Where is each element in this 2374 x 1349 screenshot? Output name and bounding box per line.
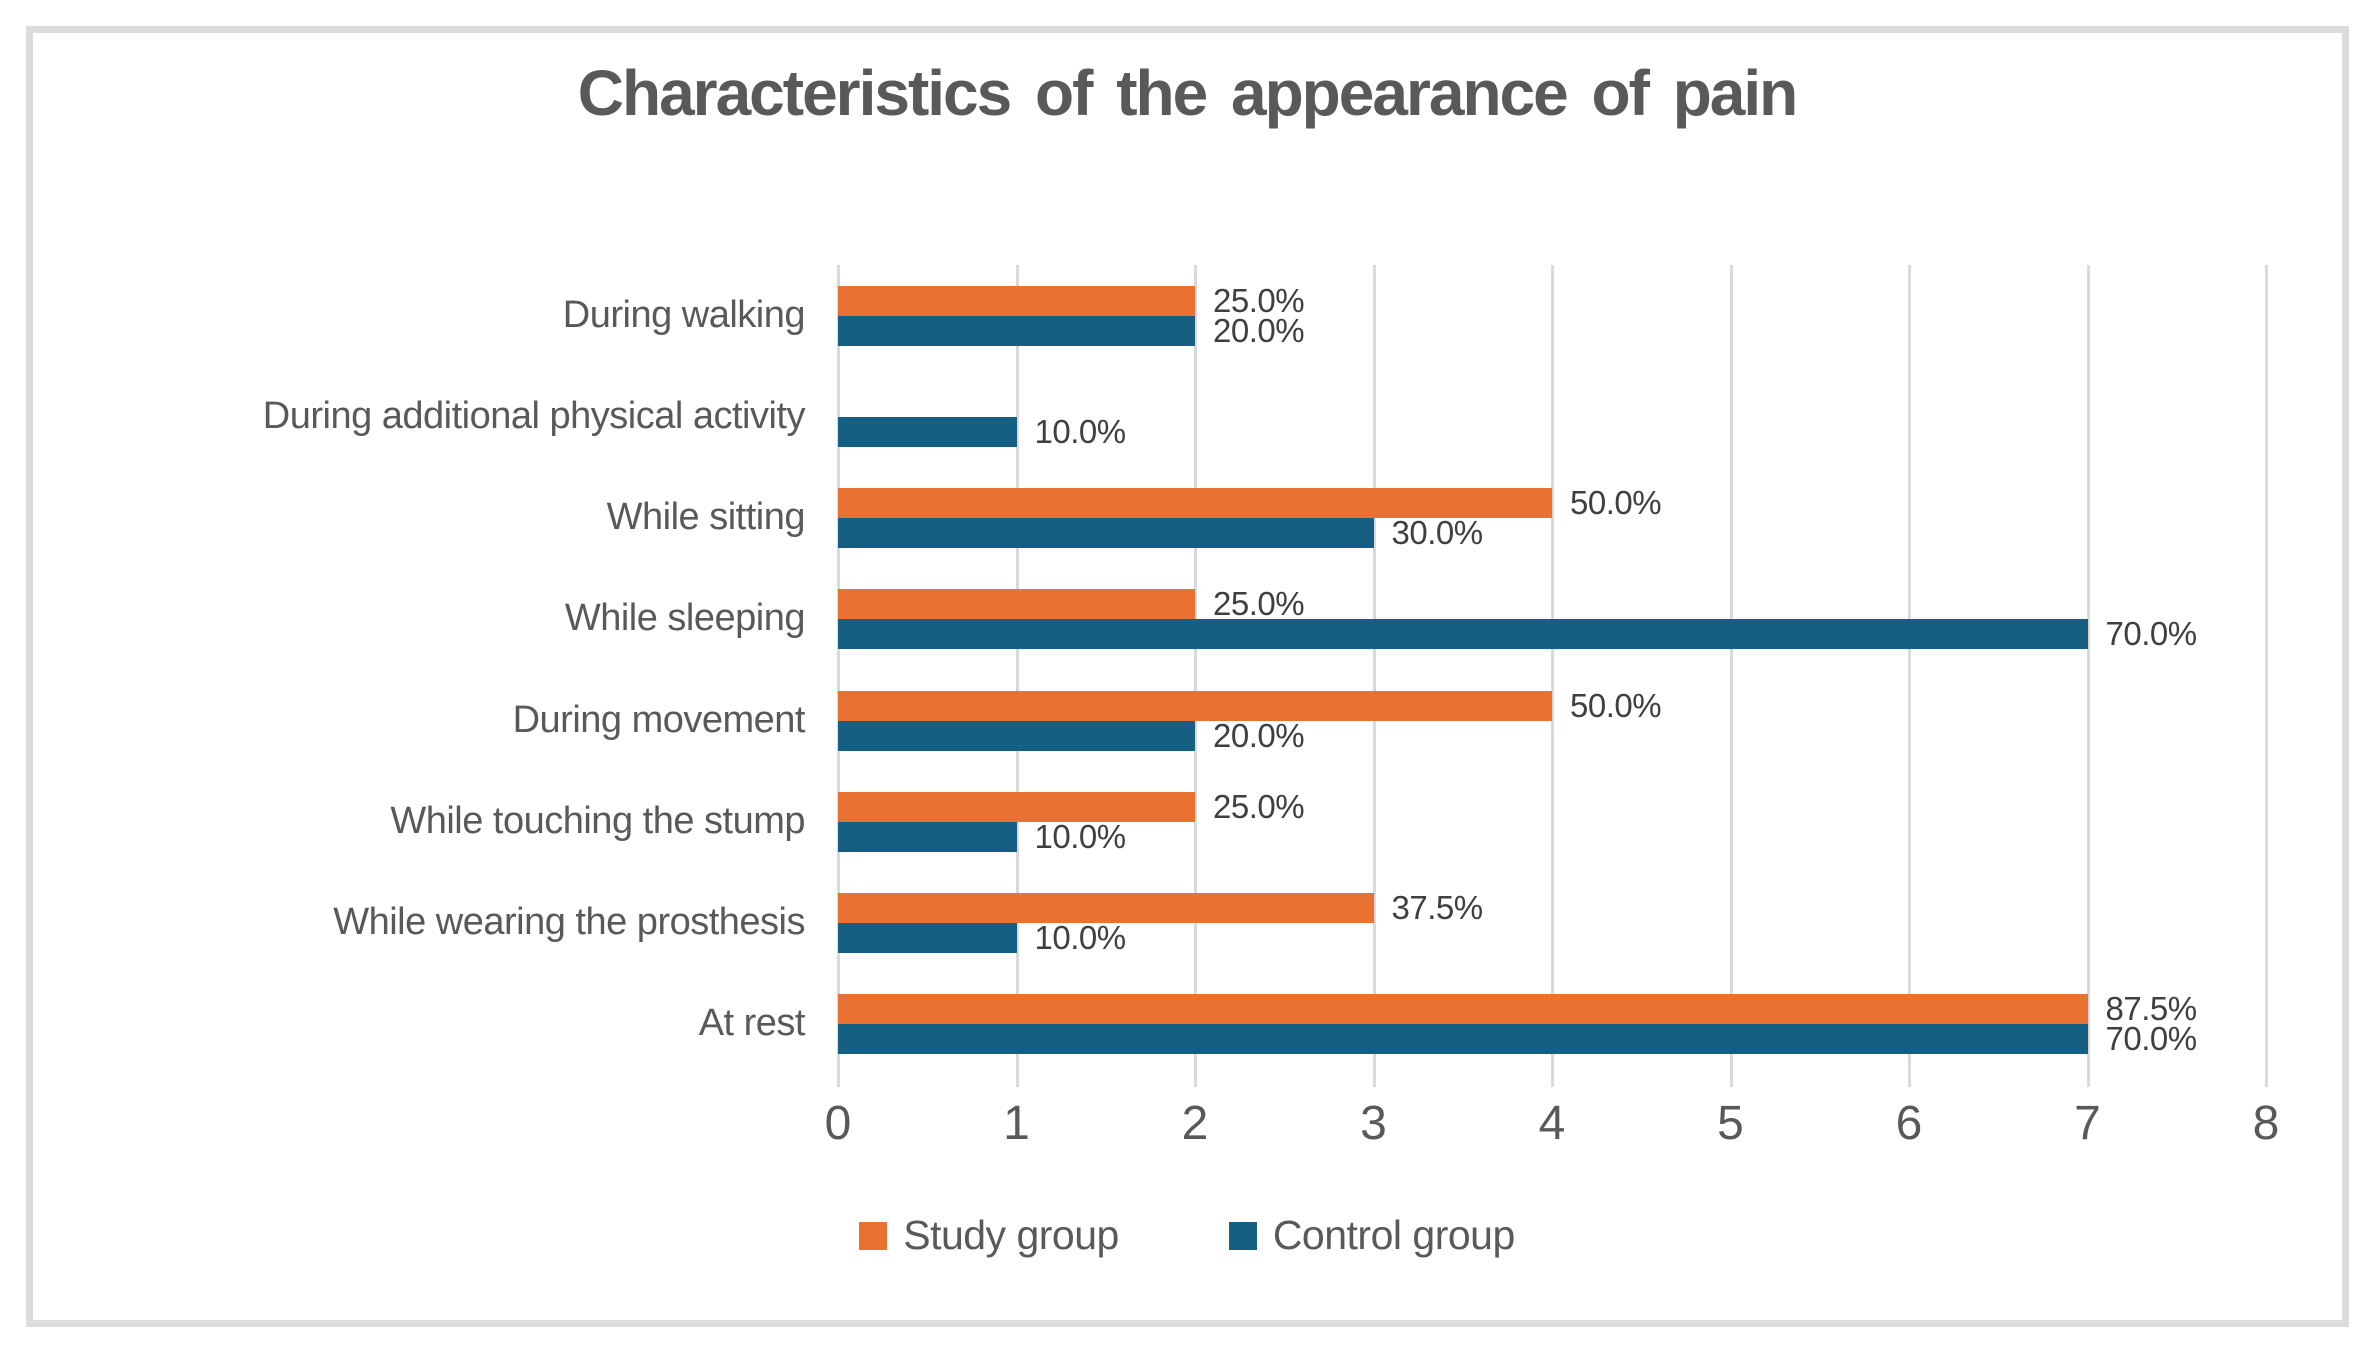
legend-item-study-group: Study group bbox=[859, 1212, 1119, 1259]
bar-control-group bbox=[838, 518, 1374, 549]
x-tick-label-5: 5 bbox=[1717, 1097, 1744, 1150]
data-label-study-group: 50.0% bbox=[1570, 686, 1662, 724]
category-row-while-sitting: 50.0% 30.0% bbox=[838, 468, 2266, 569]
bar-study-group bbox=[838, 994, 2088, 1025]
category-row-while-wearing-the-prosthesis: 37.5% 10.0% bbox=[838, 873, 2266, 974]
bar-study-group bbox=[838, 791, 1195, 822]
bar-control-group bbox=[838, 1024, 2088, 1055]
data-label-control-group: 70.0% bbox=[2105, 615, 2198, 653]
bar-study-group bbox=[838, 690, 1552, 721]
bar-line-control-group: 10.0% bbox=[838, 919, 2266, 957]
category-row-during-walking: 25.0% 20.0% bbox=[838, 265, 2266, 366]
data-label-control-group: 10.0% bbox=[1034, 412, 1127, 450]
bar-line-control-group: 10.0% bbox=[838, 817, 2266, 855]
x-tick-label-7: 7 bbox=[2074, 1097, 2101, 1150]
category-label-while-sleeping: While sleeping bbox=[564, 597, 806, 640]
x-tick-label-2: 2 bbox=[1181, 1097, 1209, 1150]
bar-line-control-group: 10.0% bbox=[838, 412, 2266, 450]
bar-control-group bbox=[838, 416, 1017, 447]
bar-line-study-group: 50.0% bbox=[838, 484, 2266, 522]
bar-line-study-group: 25.0% bbox=[838, 585, 2266, 623]
legend-swatch-study-group bbox=[859, 1221, 888, 1250]
category-row-at-rest: 87.5% 70.0% bbox=[838, 974, 2266, 1075]
legend-item-control-group: Control group bbox=[1228, 1212, 1515, 1259]
bar-study-group bbox=[838, 893, 1374, 924]
bar-study-group bbox=[838, 488, 1552, 519]
category-axis-labels: During walking During additional physical… bbox=[40, 265, 806, 1075]
bar-line-control-group: 20.0% bbox=[838, 716, 2266, 754]
bar-control-group bbox=[838, 821, 1017, 852]
bar-study-group bbox=[838, 589, 1195, 620]
x-tick-label-6: 6 bbox=[1895, 1097, 1923, 1150]
data-label-study-group: 25.0% bbox=[1213, 281, 1305, 319]
category-label-during-walking: During walking bbox=[562, 293, 806, 336]
data-label-control-group: 20.0% bbox=[1213, 716, 1305, 754]
bar-line-study-group: 25.0% bbox=[838, 281, 2266, 319]
bar-line-control-group: 20.0% bbox=[838, 311, 2266, 349]
data-label-control-group: 10.0% bbox=[1034, 817, 1127, 855]
category-row-while-touching-the-stump: 25.0% 10.0% bbox=[838, 771, 2266, 872]
data-label-study-group: 37.5% bbox=[1391, 889, 1484, 927]
x-axis-tick-labels: 0 1 2 3 4 5 6 7 8 bbox=[825, 1096, 2280, 1156]
bar-line-control-group: 70.0% bbox=[838, 1020, 2266, 1058]
bar-rows: 25.0% 20.0% 10.0% 50.0% 30.0% 25.0% 70.0% 50.0%… bbox=[838, 265, 2266, 1075]
chart-title: Characteristics of the appearance of pai… bbox=[577, 57, 1799, 129]
legend: Study group Control group bbox=[0, 1212, 2374, 1259]
bar-control-group bbox=[838, 720, 1195, 751]
bar-control-group bbox=[838, 923, 1017, 954]
bar-control-group bbox=[838, 619, 2088, 650]
category-row-during-additional-physical-activity: 10.0% bbox=[838, 366, 2266, 467]
legend-label-control-group: Control group bbox=[1272, 1212, 1515, 1258]
category-label-while-touching-the-stump: While touching the stump bbox=[390, 799, 805, 842]
category-label-at-rest: At rest bbox=[698, 1002, 806, 1045]
category-row-during-movement: 50.0% 20.0% bbox=[838, 670, 2266, 771]
bar-line-study-group: 50.0% bbox=[838, 686, 2266, 724]
legend-label-study-group: Study group bbox=[903, 1212, 1119, 1258]
bar-line-control-group: 70.0% bbox=[838, 615, 2266, 653]
category-label-during-movement: During movement bbox=[512, 698, 806, 741]
bar-line-study-group: 37.5% bbox=[838, 889, 2266, 927]
x-tick-label-8: 8 bbox=[2252, 1097, 2280, 1150]
data-label-study-group: 50.0% bbox=[1570, 484, 1662, 522]
chart-frame bbox=[26, 26, 2349, 1327]
data-label-control-group: 70.0% bbox=[2105, 1020, 2198, 1058]
legend-swatch-control-group bbox=[1228, 1221, 1257, 1250]
bar-line-control-group: 30.0% bbox=[838, 514, 2266, 552]
category-label-while-wearing-the-prosthesis: While wearing the prosthesis bbox=[333, 901, 805, 944]
x-tick-label-1: 1 bbox=[1003, 1097, 1030, 1150]
category-label-during-additional-physical-activity: During additional physical activity bbox=[262, 394, 806, 437]
plot-area: 25.0% 20.0% 10.0% 50.0% 30.0% 25.0% 70.0% 50.0%… bbox=[837, 265, 2268, 1087]
bar-line-study-group: 87.5% bbox=[838, 990, 2266, 1028]
bar-control-group bbox=[838, 315, 1195, 346]
bar-line-study-group: 25.0% bbox=[838, 787, 2266, 825]
data-label-control-group: 10.0% bbox=[1034, 919, 1127, 957]
data-label-study-group: 25.0% bbox=[1213, 585, 1305, 623]
x-tick-label-0: 0 bbox=[824, 1097, 852, 1150]
x-tick-label-4: 4 bbox=[1538, 1097, 1566, 1150]
category-row-while-sleeping: 25.0% 70.0% bbox=[838, 569, 2266, 670]
data-label-study-group: 87.5% bbox=[2105, 990, 2198, 1028]
category-label-while-sitting: While sitting bbox=[606, 496, 806, 539]
data-label-study-group: 25.0% bbox=[1213, 787, 1305, 825]
data-label-control-group: 30.0% bbox=[1391, 514, 1484, 552]
bar-study-group bbox=[838, 285, 1195, 316]
data-label-control-group: 20.0% bbox=[1213, 311, 1305, 349]
x-tick-label-3: 3 bbox=[1360, 1097, 1387, 1150]
